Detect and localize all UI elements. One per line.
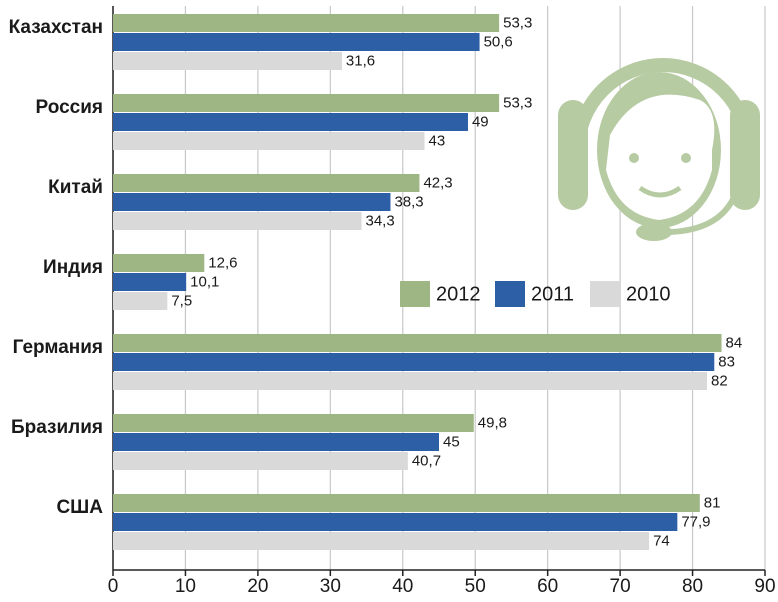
value-label: 43 xyxy=(429,132,446,149)
x-tick-label: 70 xyxy=(610,576,631,597)
value-label: 53,3 xyxy=(503,14,532,31)
value-label: 50,6 xyxy=(484,33,513,50)
value-label: 77,9 xyxy=(681,513,710,530)
x-tick-label: 90 xyxy=(754,576,775,597)
value-label: 49 xyxy=(472,113,489,130)
bar xyxy=(113,414,474,432)
value-label: 84 xyxy=(726,334,743,351)
x-tick-label: 0 xyxy=(108,576,119,597)
bar xyxy=(113,433,439,451)
bar xyxy=(113,113,468,131)
category-label: Казахстан xyxy=(9,17,103,38)
headset-icon xyxy=(558,65,760,241)
legend-swatch xyxy=(590,281,620,307)
x-tick-label: 10 xyxy=(175,576,196,597)
value-label: 53,3 xyxy=(503,94,532,111)
legend-label: 2012 xyxy=(436,283,481,305)
legend-label: 2010 xyxy=(626,283,671,305)
bar xyxy=(113,353,714,371)
bar xyxy=(113,273,186,291)
value-label: 12,6 xyxy=(208,254,237,271)
value-label: 82 xyxy=(711,372,728,389)
value-label: 42,3 xyxy=(423,174,452,191)
value-label: 81 xyxy=(704,494,721,511)
value-label: 45 xyxy=(443,433,460,450)
category-label: Россия xyxy=(36,97,103,118)
bar xyxy=(113,334,722,352)
bar xyxy=(113,372,707,390)
x-tick-label: 20 xyxy=(247,576,268,597)
value-label: 31,6 xyxy=(346,52,375,69)
bar xyxy=(113,452,408,470)
value-label: 83 xyxy=(718,353,735,370)
bar xyxy=(113,513,677,531)
value-label: 10,1 xyxy=(190,273,219,290)
x-tick-label: 80 xyxy=(682,576,703,597)
bar xyxy=(113,494,700,512)
chart: 0 10 20 30 40 50 60 70 80 90 Казахстан 53,3 50,6 31,6… xyxy=(0,0,778,602)
value-label: 49,8 xyxy=(478,414,507,431)
legend-label: 2011 xyxy=(531,283,574,305)
category-label: Германия xyxy=(13,337,103,358)
bar xyxy=(113,174,419,192)
bar xyxy=(113,193,390,211)
bar xyxy=(113,254,204,272)
legend-swatch xyxy=(400,281,430,307)
x-tick-label: 40 xyxy=(392,576,413,597)
x-tick-label: 30 xyxy=(320,576,341,597)
value-label: 7,5 xyxy=(171,292,192,309)
bar xyxy=(113,132,425,150)
category-label: Индия xyxy=(43,257,103,278)
bar xyxy=(113,52,342,70)
bar xyxy=(113,33,480,51)
value-label: 40,7 xyxy=(412,452,441,469)
category-label: США xyxy=(56,497,103,518)
category-label: Китай xyxy=(48,177,103,198)
bar xyxy=(113,212,361,230)
value-label: 38,3 xyxy=(394,193,423,210)
value-label: 74 xyxy=(653,532,670,549)
bar xyxy=(113,532,649,550)
value-label: 34,3 xyxy=(365,212,394,229)
bar xyxy=(113,292,167,310)
x-tick-label: 50 xyxy=(465,576,486,597)
x-tick-label: 60 xyxy=(537,576,558,597)
bar xyxy=(113,14,499,32)
category-label: Бразилия xyxy=(11,417,103,438)
legend-swatch xyxy=(495,281,525,307)
bar xyxy=(113,94,499,112)
